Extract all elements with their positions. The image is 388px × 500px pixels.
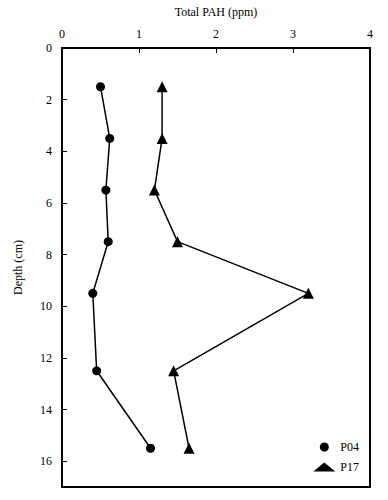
- svg-text:2: 2: [213, 27, 219, 41]
- svg-text:P04: P04: [340, 440, 359, 454]
- svg-text:14: 14: [40, 403, 52, 417]
- svg-text:1: 1: [136, 27, 142, 41]
- svg-text:0: 0: [59, 27, 65, 41]
- svg-text:2: 2: [46, 93, 52, 107]
- svg-text:10: 10: [40, 299, 52, 313]
- svg-text:Total PAH (ppm): Total PAH (ppm): [175, 5, 258, 19]
- svg-text:8: 8: [46, 248, 52, 262]
- svg-text:6: 6: [46, 196, 52, 210]
- svg-text:3: 3: [290, 27, 296, 41]
- svg-text:P17: P17: [340, 460, 359, 474]
- svg-text:4: 4: [367, 27, 373, 41]
- svg-text:4: 4: [46, 144, 52, 158]
- svg-text:Depth (cm): Depth (cm): [11, 240, 25, 295]
- svg-text:0: 0: [46, 41, 52, 55]
- svg-text:16: 16: [40, 454, 52, 468]
- svg-text:12: 12: [40, 351, 52, 365]
